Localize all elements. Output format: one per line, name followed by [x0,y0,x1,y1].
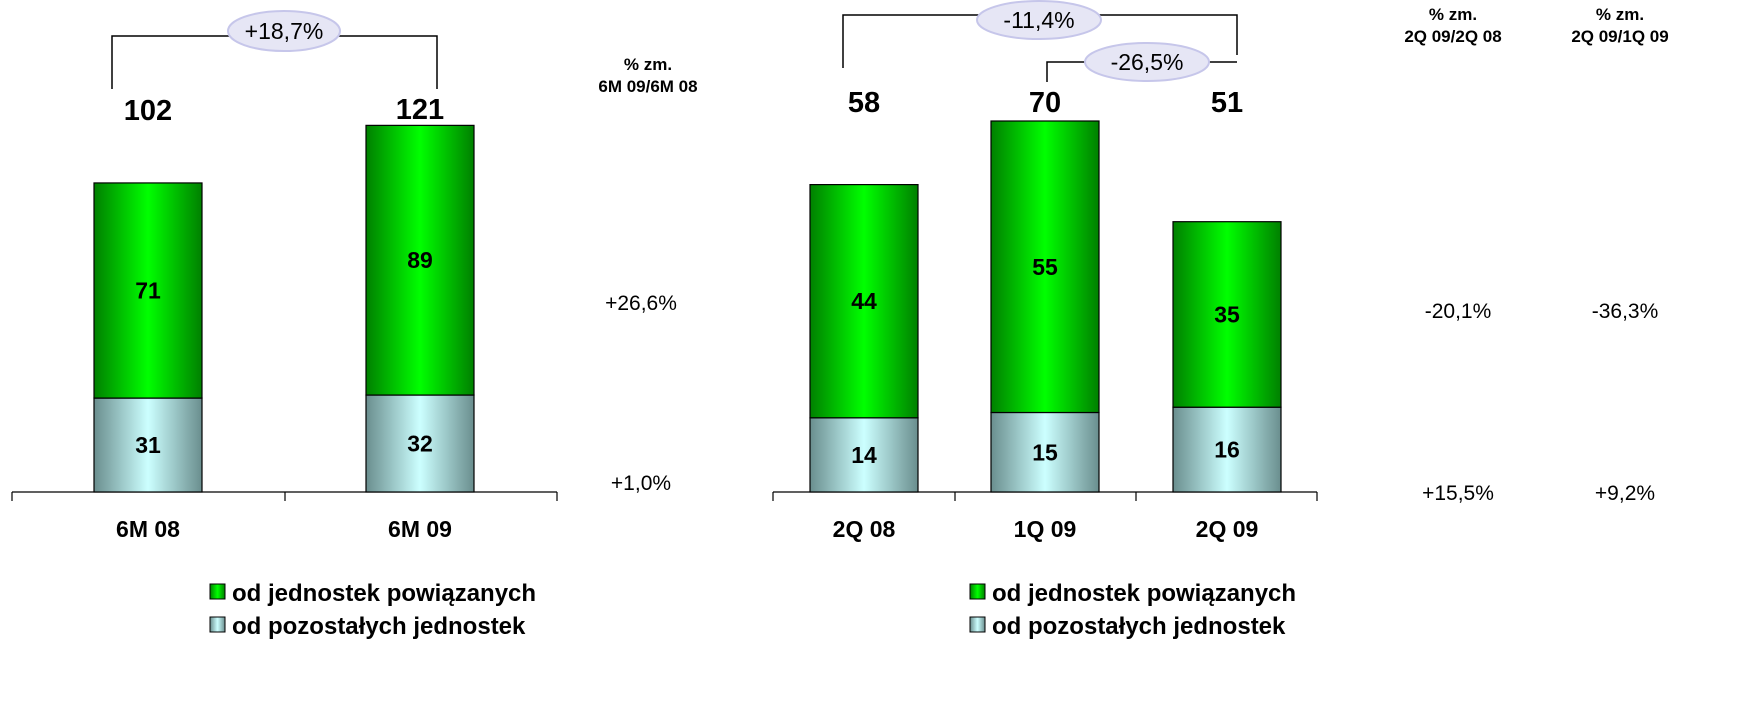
label-other-0: 14 [851,442,877,468]
change-1-0: +15,5% [1422,482,1494,505]
change-header-0-line-0: % zm. [1429,5,1477,24]
total-label-2: 51 [1211,87,1243,119]
bar-related-1 [365,124,475,396]
label-related-2: 35 [1214,301,1240,327]
bar-other-2 [1172,406,1282,493]
bar-related-0 [809,184,919,419]
bracket-ellipse-0 [227,10,341,52]
bracket-ellipse-0 [976,0,1102,40]
bracket-label-0: +18,7% [245,18,324,44]
label-related-1: 55 [1032,254,1058,280]
category-label-1: 1Q 09 [1014,516,1077,542]
legend-item-1: od pozostałych jednostek [992,613,1286,640]
change-header-line-0: % zm. [624,55,672,74]
bar-other-0 [809,417,919,493]
legend-item-1: od pozostałych jednostek [232,613,526,640]
bar-related-1 [990,120,1100,414]
label-related-0: 44 [851,288,877,314]
label-other-1: 15 [1032,439,1058,465]
category-label-0: 2Q 08 [833,516,896,542]
change-header-1-line-1: 2Q 09/1Q 09 [1571,27,1668,46]
legend-swatch-1 [969,616,986,633]
change-header-1-line-0: % zm. [1596,5,1644,24]
change-related: +26,6% [605,292,677,315]
legend-swatch-0 [209,583,226,600]
change-header-0-line-1: 2Q 09/2Q 08 [1404,27,1501,46]
label-other-1: 32 [407,431,433,457]
change-1-1: +9,2% [1595,482,1655,505]
category-label-1: 6M 09 [388,516,452,542]
label-related-0: 71 [135,278,161,304]
bar-other-1 [990,411,1100,493]
total-label-0: 102 [124,95,172,127]
change-header-line-1: 6M 09/6M 08 [598,77,697,96]
label-other-0: 31 [135,432,161,458]
chart-1: 31 71 102 6M 08 32 89 121 6M 09 +18,7% % zm. 6M 09… [11,10,698,640]
bracket-label-1: -26,5% [1111,49,1184,75]
change-0-1: -36,3% [1592,300,1659,323]
legend-swatch-1 [209,616,226,633]
bar-other-0 [93,397,203,493]
legend-swatch-0 [969,583,986,600]
category-label-0: 6M 08 [116,516,180,542]
legend-item-0: od jednostek powiązanych [232,580,536,607]
label-related-1: 89 [407,247,433,273]
change-other: +1,0% [611,472,671,495]
bar-related-0 [93,182,203,399]
bracket-label-0: -11,4% [1003,7,1074,33]
bracket-ellipse-1 [1084,42,1210,82]
label-other-2: 16 [1214,437,1240,463]
bar-other-1 [365,394,475,493]
bar-related-2 [1172,221,1282,408]
legend-item-0: od jednostek powiązanych [992,580,1296,607]
total-label-1: 70 [1029,87,1061,119]
change-0-0: -20,1% [1425,300,1492,323]
total-label-1: 121 [396,94,444,126]
category-label-2: 2Q 09 [1196,516,1259,542]
total-label-0: 58 [848,87,880,119]
chart-2: 14 44 58 2Q 08 15 55 70 1Q 09 16 35 51 2Q 09 -11,4% -… [772,0,1669,640]
